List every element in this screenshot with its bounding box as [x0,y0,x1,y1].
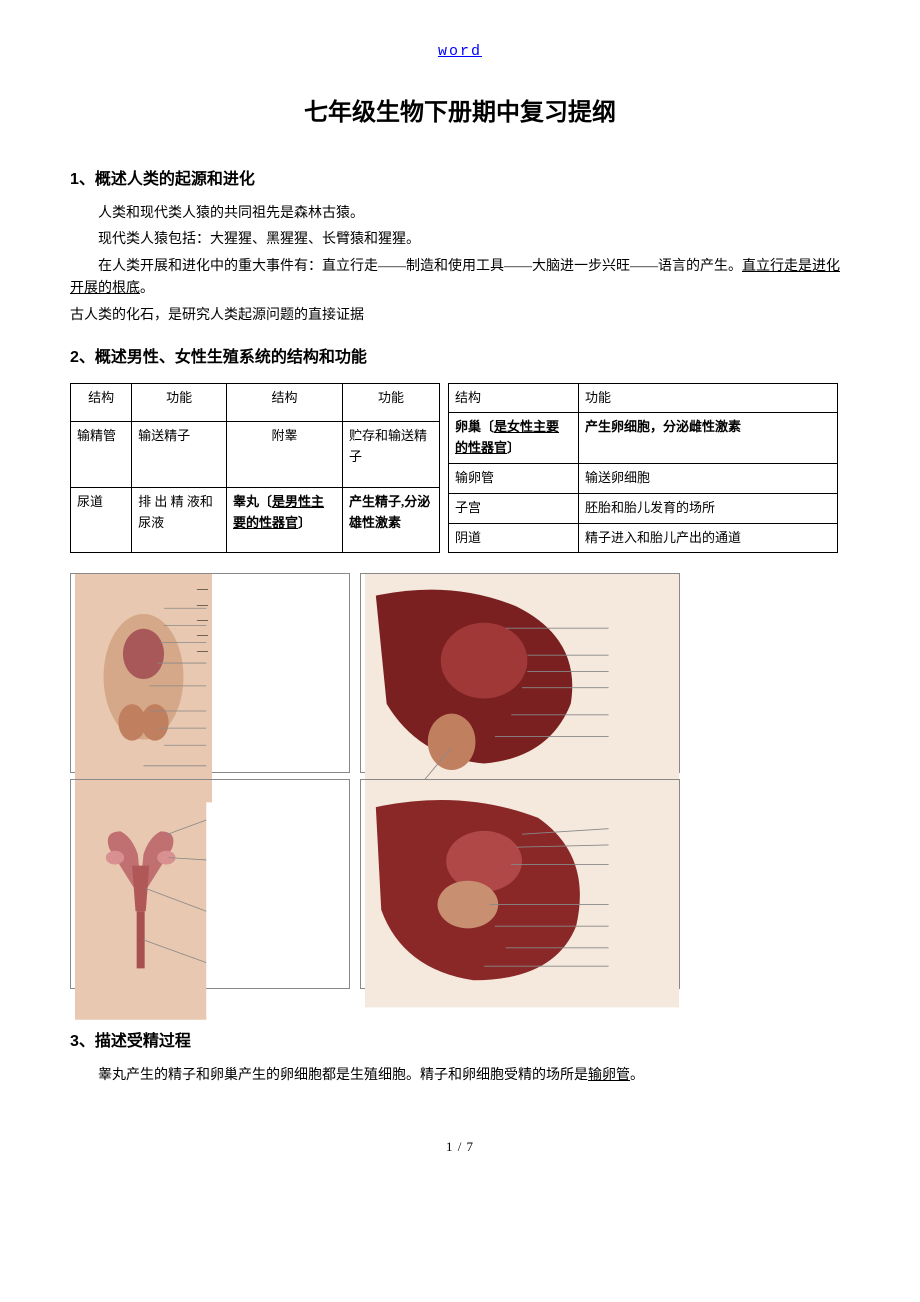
s3-p1: 睾丸产生的精子和卵巢产生的卵细胞都是生殖细胞。精子和卵细胞受精的场所是输卵管。 [70,1065,850,1087]
s1-p3: 在人类开展和进化中的重大事件有：直立行走——制造和使用工具——大脑进一步兴旺——… [70,256,850,301]
male-table: 结构 功能 结构 功能 输精管 输送精子 附睾 贮存和输送精子 尿道 排 出 精… [70,383,440,554]
diagrams-row-female [70,779,850,989]
td: 产生卵细胞，分泌雌性激素 [579,413,838,464]
table-row: 结构 功能 结构 功能 [71,383,440,422]
header-link[interactable]: word [70,40,850,64]
s3-p1-underline: 输卵管 [588,1068,630,1083]
diagram-female-front [70,779,350,989]
label-list-bottom [395,728,403,771]
label-list [667,604,675,734]
td: 胚胎和胎儿发育的场所 [579,493,838,523]
table-row: 输卵管 输送卵细胞 [449,463,838,493]
table-row: 阴道 精子进入和胎儿产出的通道 [449,523,838,553]
label-list: — — — — — [193,576,313,665]
anatomy-illustration [365,574,679,791]
th: 结构 [71,383,132,422]
th: 结构 [227,383,343,422]
td-text: 〕 [298,515,311,530]
td: 卵巢〔是女性主要的性器官〕 [449,413,579,464]
th: 结构 [449,383,579,413]
diagram-male-front: — — — — — [70,573,350,773]
th: 功能 [132,383,227,422]
s1-p4: 古人类的化石，是研究人类起源问题的直接证据 [70,305,850,327]
td: 输卵管 [449,463,579,493]
s1-p2: 现代类人猿包括：大猩猩、黑猩猩、长臂猿和猩猩。 [70,229,850,251]
td: 排 出 精 液和尿液 [132,487,227,553]
td: 产生精子,分泌雄性激素 [342,487,439,553]
td: 阴道 [449,523,579,553]
s1-p3a: 在人类开展和进化中的重大事件有：直立行走——制造和使用工具——大脑进一步兴旺——… [98,259,742,274]
female-table: 结构 功能 卵巢〔是女性主要的性器官〕 产生卵细胞，分泌雌性激素 输卵管 输送卵… [448,383,838,554]
td: 精子进入和胎儿产出的通道 [579,523,838,553]
td: 输送卵细胞 [579,463,838,493]
s3-p1a: 睾丸产生的精子和卵巢产生的卵细胞都是生殖细胞。精子和卵细胞受精的场所是 [98,1068,588,1083]
table-row: 尿道 排 出 精 液和尿液 睾丸〔是男性主要的性器官〕 产生精子,分泌雄性激素 [71,487,440,553]
s1-p3c: 。 [140,281,154,296]
label-list [667,812,675,842]
th: 功能 [579,383,838,413]
diagram-male-side [360,573,680,773]
td-text: 睾丸〔 [233,494,272,509]
table-row: 子宫 胚胎和胎儿发育的场所 [449,493,838,523]
th: 功能 [342,383,439,422]
anatomy-illustration [365,780,679,1007]
table-row: 结构 功能 [449,383,838,413]
page-title: 七年级生物下册期中复习提纲 [70,94,850,132]
td: 睾丸〔是男性主要的性器官〕 [227,487,343,553]
table-row: 输精管 输送精子 附睾 贮存和输送精子 [71,422,440,488]
diagram-female-side [360,779,680,989]
td: 子宫 [449,493,579,523]
s1-p1: 人类和现代类人猿的共同祖先是森林古猿。 [70,203,850,225]
table-row: 卵巢〔是女性主要的性器官〕 产生卵细胞，分泌雌性激素 [449,413,838,464]
td: 输精管 [71,422,132,488]
diagram-body: — — — — — [75,574,349,772]
diagram-body [365,574,679,772]
section-3-heading: 3、描述受精过程 [70,1029,850,1055]
tables-row: 结构 功能 结构 功能 输精管 输送精子 附睾 贮存和输送精子 尿道 排 出 精… [70,383,850,554]
diagrams-row-male: — — — — — [70,573,850,773]
diagram-body [75,780,349,988]
td-text: 〕 [507,440,520,455]
diagram-body [365,780,679,988]
s3-p1c: 。 [630,1068,644,1083]
section-2-heading: 2、概述男性、女性生殖系统的结构和功能 [70,345,850,371]
td-text: 卵巢〔 [455,419,494,434]
td: 附睾 [227,422,343,488]
section-1-heading: 1、概述人类的起源和进化 [70,167,850,193]
td: 尿道 [71,487,132,553]
label-list [193,798,313,822]
page-footer: 1 / 7 [70,1137,850,1158]
td: 输送精子 [132,422,227,488]
td: 贮存和输送精子 [342,422,439,488]
